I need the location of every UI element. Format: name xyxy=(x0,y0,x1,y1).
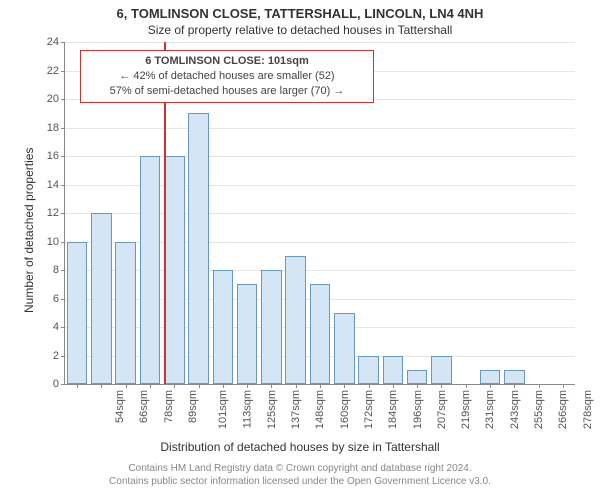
y-tick-mark xyxy=(61,185,65,186)
footer-line1: Contains HM Land Registry data © Crown c… xyxy=(0,462,600,475)
x-tick-label: 113sqm xyxy=(241,390,253,428)
x-tick-label: 266sqm xyxy=(557,390,569,429)
bar xyxy=(480,370,501,384)
y-tick-mark xyxy=(61,99,65,100)
x-tick-mark xyxy=(369,384,370,388)
x-tick-mark xyxy=(101,384,102,388)
x-axis-label: Distribution of detached houses by size … xyxy=(0,440,600,454)
gridline xyxy=(65,42,575,43)
x-tick-label: 148sqm xyxy=(315,390,327,429)
y-tick-mark xyxy=(61,299,65,300)
x-tick-label: 89sqm xyxy=(187,390,199,423)
x-tick-mark xyxy=(271,384,272,388)
x-tick-mark xyxy=(539,384,540,388)
info-box-line2: ← 42% of detached houses are smaller (52… xyxy=(87,69,367,84)
x-tick-mark xyxy=(150,384,151,388)
x-tick-label: 255sqm xyxy=(533,390,545,429)
x-tick-mark xyxy=(126,384,127,388)
x-tick-label: 160sqm xyxy=(339,390,351,429)
y-tick-mark xyxy=(61,213,65,214)
x-tick-mark xyxy=(514,384,515,388)
chart-subtitle: Size of property relative to detached ho… xyxy=(0,23,600,37)
bar xyxy=(431,356,452,385)
x-tick-mark xyxy=(563,384,564,388)
chart-container: 6, TOMLINSON CLOSE, TATTERSHALL, LINCOLN… xyxy=(0,0,600,500)
x-tick-label: 54sqm xyxy=(114,390,126,423)
y-tick-mark xyxy=(61,384,65,385)
x-tick-label: 184sqm xyxy=(387,390,399,429)
y-tick-mark xyxy=(61,270,65,271)
bar xyxy=(504,370,525,384)
y-tick-mark xyxy=(61,356,65,357)
chart-title: 6, TOMLINSON CLOSE, TATTERSHALL, LINCOLN… xyxy=(0,6,600,21)
info-box-line3: 57% of semi-detached houses are larger (… xyxy=(87,84,367,99)
x-tick-label: 231sqm xyxy=(485,390,497,429)
x-tick-mark xyxy=(174,384,175,388)
y-tick-mark xyxy=(61,42,65,43)
x-tick-label: 78sqm xyxy=(163,390,175,423)
y-tick-mark xyxy=(61,128,65,129)
bar xyxy=(188,113,209,384)
x-tick-mark xyxy=(417,384,418,388)
x-tick-mark xyxy=(247,384,248,388)
x-tick-mark xyxy=(466,384,467,388)
x-tick-label: 125sqm xyxy=(266,390,278,429)
footer-line2: Contains public sector information licen… xyxy=(0,475,600,488)
bar xyxy=(237,284,258,384)
bar xyxy=(115,242,136,385)
x-tick-mark xyxy=(199,384,200,388)
x-tick-label: 207sqm xyxy=(436,390,448,429)
y-tick-mark xyxy=(61,71,65,72)
bar xyxy=(213,270,234,384)
x-tick-mark xyxy=(441,384,442,388)
bar xyxy=(285,256,306,384)
bar xyxy=(91,213,112,384)
x-tick-label: 66sqm xyxy=(138,390,150,423)
info-box: 6 TOMLINSON CLOSE: 101sqm ← 42% of detac… xyxy=(80,50,374,103)
info-box-line1: 6 TOMLINSON CLOSE: 101sqm xyxy=(87,54,367,69)
bar xyxy=(140,156,161,384)
x-tick-mark xyxy=(320,384,321,388)
x-tick-label: 243sqm xyxy=(509,390,521,429)
x-tick-label: 278sqm xyxy=(582,390,594,429)
y-tick-mark xyxy=(61,327,65,328)
bar xyxy=(407,370,428,384)
bar xyxy=(310,284,331,384)
x-tick-mark xyxy=(77,384,78,388)
bar xyxy=(334,313,355,384)
bar xyxy=(164,156,185,384)
x-tick-label: 172sqm xyxy=(363,390,375,429)
x-tick-mark xyxy=(490,384,491,388)
x-tick-label: 137sqm xyxy=(290,390,302,429)
x-tick-label: 101sqm xyxy=(217,390,229,429)
x-tick-mark xyxy=(344,384,345,388)
y-tick-mark xyxy=(61,242,65,243)
bar xyxy=(261,270,282,384)
bar xyxy=(67,242,88,385)
gridline xyxy=(65,128,575,129)
x-tick-mark xyxy=(296,384,297,388)
x-tick-label: 219sqm xyxy=(460,390,472,429)
bar xyxy=(358,356,379,385)
x-tick-label: 196sqm xyxy=(412,390,424,429)
x-tick-mark xyxy=(393,384,394,388)
footer: Contains HM Land Registry data © Crown c… xyxy=(0,462,600,488)
bar xyxy=(383,356,404,385)
x-tick-mark xyxy=(223,384,224,388)
y-tick-mark xyxy=(61,156,65,157)
